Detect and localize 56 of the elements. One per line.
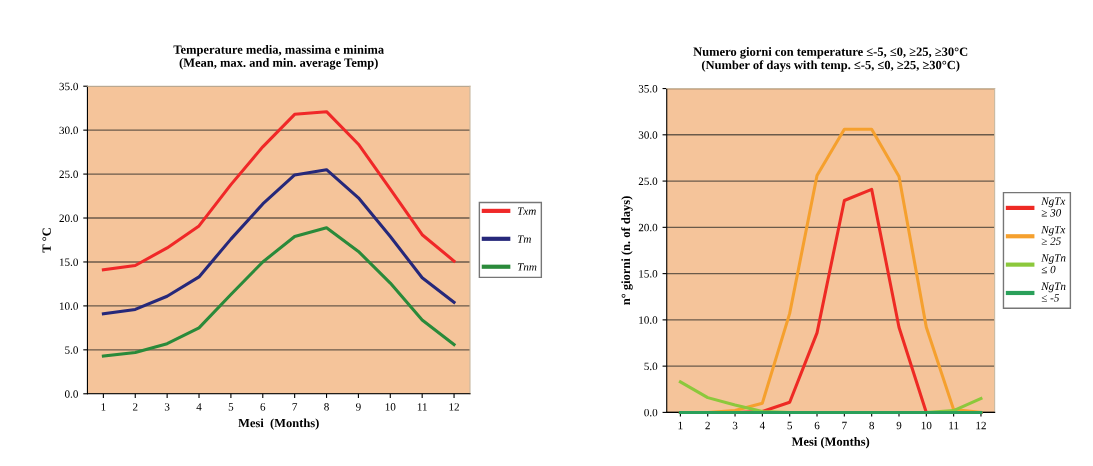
line-series — [101, 168, 456, 316]
y-tick-label: 25.0 — [638, 177, 658, 186]
y-tick-label: 0.0 — [64, 390, 78, 398]
x-tick-label: 9 — [355, 403, 361, 411]
chart-title: Temperature media, massima e minima (Mean, max. and min. average Temp) — [173, 45, 384, 70]
legend-label: Tnm — [517, 263, 537, 271]
legend-label: NgTx ≥ 30 — [1041, 197, 1066, 217]
legend-label: NgTx ≥ 25 — [1041, 225, 1066, 245]
x-tick-label: 9 — [896, 421, 902, 430]
legend-label: Tm — [517, 235, 531, 243]
x-tick-label: 8 — [324, 403, 329, 411]
x-tick-label: 7 — [292, 403, 298, 411]
y-tick-label: 15.0 — [59, 258, 78, 266]
chart-title: Numero giorni con temperature ≤-5, ≤0, ≥25, ≥30°C (Number of days with temp. ≤-5, ≤0, ≥25, ≥30°C) — [693, 47, 968, 72]
x-tick-label: 11 — [417, 403, 427, 411]
y-axis-title: n° giorni (n. of days) — [621, 196, 633, 305]
y-tick-label: 30.0 — [638, 131, 658, 139]
x-tick-label: 10 — [385, 403, 396, 411]
y-axis-title: T °C — [42, 228, 51, 253]
x-tick-label: 12 — [449, 403, 459, 411]
y-tick-label: 20.0 — [638, 223, 658, 232]
legend-label: NgTn ≤ 0 — [1041, 254, 1066, 274]
x-tick-label: 10 — [921, 421, 932, 430]
x-tick-label: 6 — [814, 421, 820, 430]
line-series — [101, 226, 456, 358]
y-tick-label: 20.0 — [59, 214, 78, 223]
y-tick-label: 5.0 — [644, 362, 658, 371]
y-tick-label: 15.0 — [639, 270, 658, 278]
x-tick-label: 5 — [787, 421, 793, 430]
x-tick-label: 5 — [228, 403, 234, 411]
x-tick-label: 7 — [842, 421, 847, 430]
legend-label: NgTn ≤ -5 — [1041, 282, 1066, 302]
y-tick-label: 10.0 — [59, 302, 78, 310]
y-tick-label: 0.0 — [644, 408, 658, 417]
x-tick-label: 3 — [732, 421, 738, 430]
x-axis-title: Mesi (Months) — [238, 418, 319, 430]
x-axis-title: Mesi (Months) — [791, 437, 870, 449]
x-tick-label: 12 — [976, 421, 986, 430]
x-tick-label: 4 — [196, 403, 202, 411]
line-series — [101, 110, 456, 272]
y-tick-label: 35.0 — [59, 82, 78, 91]
x-tick-label: 6 — [260, 403, 266, 411]
y-tick-label: 25.0 — [59, 170, 78, 179]
y-tick-label: 10.0 — [639, 316, 658, 324]
x-tick-label: 8 — [869, 421, 875, 430]
x-tick-label: 1 — [101, 403, 106, 411]
x-tick-label: 2 — [132, 403, 138, 411]
y-tick-label: 35.0 — [638, 85, 658, 93]
x-tick-label: 3 — [164, 403, 170, 411]
x-tick-label: 2 — [705, 421, 710, 430]
x-tick-label: 1 — [678, 421, 683, 430]
y-tick-label: 5.0 — [65, 346, 78, 354]
x-tick-label: 4 — [759, 421, 765, 430]
x-tick-label: 11 — [949, 421, 959, 430]
y-tick-label: 30.0 — [59, 126, 78, 135]
legend-label: Txm — [517, 207, 536, 215]
